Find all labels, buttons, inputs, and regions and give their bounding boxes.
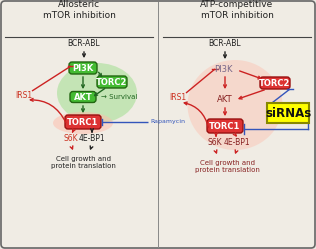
FancyBboxPatch shape <box>97 76 127 88</box>
FancyBboxPatch shape <box>207 119 243 133</box>
FancyBboxPatch shape <box>69 62 97 74</box>
FancyBboxPatch shape <box>65 115 101 129</box>
Text: siRNAs: siRNAs <box>265 107 311 120</box>
Text: Allosteric
mTOR inhibition: Allosteric mTOR inhibition <box>43 0 115 20</box>
Text: Rapamycin: Rapamycin <box>150 119 185 124</box>
Text: S6K: S6K <box>208 137 222 146</box>
Text: Cell growth and
protein translation: Cell growth and protein translation <box>195 160 259 173</box>
FancyBboxPatch shape <box>267 103 309 123</box>
Text: TORC2: TORC2 <box>96 77 128 86</box>
Text: PI3K: PI3K <box>214 64 232 73</box>
Text: IRS1: IRS1 <box>169 92 186 102</box>
Text: PI3K: PI3K <box>72 63 94 72</box>
Text: 4E-BP1: 4E-BP1 <box>79 133 105 142</box>
Text: AKT: AKT <box>217 95 233 104</box>
Text: S6K: S6K <box>64 133 78 142</box>
Text: TORC1: TORC1 <box>209 122 241 130</box>
Ellipse shape <box>187 60 283 150</box>
Ellipse shape <box>53 112 113 134</box>
Text: 4E-BP1: 4E-BP1 <box>224 137 250 146</box>
FancyBboxPatch shape <box>260 77 290 89</box>
Text: → Survival: → Survival <box>101 94 137 100</box>
Text: BCR-ABL: BCR-ABL <box>209 39 241 48</box>
Text: ATP-competitive
mTOR inhibition: ATP-competitive mTOR inhibition <box>200 0 274 20</box>
Ellipse shape <box>57 63 137 123</box>
Text: TORC2: TORC2 <box>259 78 291 87</box>
Text: BCR-ABL: BCR-ABL <box>68 39 100 48</box>
Text: Cell growth and
protein translation: Cell growth and protein translation <box>51 155 115 169</box>
Text: AKT: AKT <box>74 92 92 102</box>
Text: TORC1: TORC1 <box>67 118 99 126</box>
Text: IRS1: IRS1 <box>15 90 33 100</box>
FancyBboxPatch shape <box>70 91 96 103</box>
